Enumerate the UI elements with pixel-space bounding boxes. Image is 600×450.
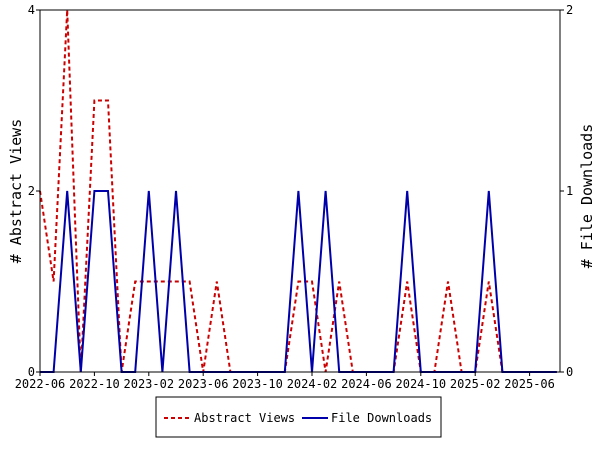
x-tick-label: 2024-02 (287, 377, 338, 391)
plot-area (39, 9, 557, 373)
y-axis-right: 0 1 2 (560, 3, 573, 379)
x-tick-label: 2023-06 (178, 377, 229, 391)
y-axis-right-label: # File Downloads (578, 124, 596, 269)
y-left-tick-label: 2 (28, 184, 35, 198)
x-tick-label: 2024-10 (396, 377, 447, 391)
legend-label-file-downloads: File Downloads (331, 411, 432, 425)
x-tick-label: 2025-06 (504, 377, 555, 391)
y-right-tick-label: 1 (566, 184, 573, 198)
x-tick-label: 2022-10 (69, 377, 120, 391)
x-tick-label: 2024-06 (341, 377, 392, 391)
x-tick-label: 2025-02 (450, 377, 501, 391)
y-axis-left-label: # Abstract Views (7, 119, 25, 264)
y-right-tick-label: 2 (566, 3, 573, 17)
series-line-abstract-views (39, 9, 557, 373)
x-tick-label: 2022-06 (15, 377, 66, 391)
y-right-tick-label: 0 (566, 365, 573, 379)
y-left-tick-label: 4 (28, 3, 35, 17)
x-tick-label: 2023-02 (124, 377, 175, 391)
x-tick-label: 2023-10 (232, 377, 283, 391)
y-axis-left: 0 2 4 (28, 3, 40, 379)
x-axis: 2022-06 2022-10 2023-02 2023-06 2023-10 2024-… (15, 372, 555, 391)
y-left-tick-label: 0 (28, 365, 35, 379)
legend: Abstract Views File Downloads (155, 396, 442, 438)
legend-box (155, 396, 442, 438)
legend-label-abstract-views: Abstract Views (194, 411, 295, 425)
